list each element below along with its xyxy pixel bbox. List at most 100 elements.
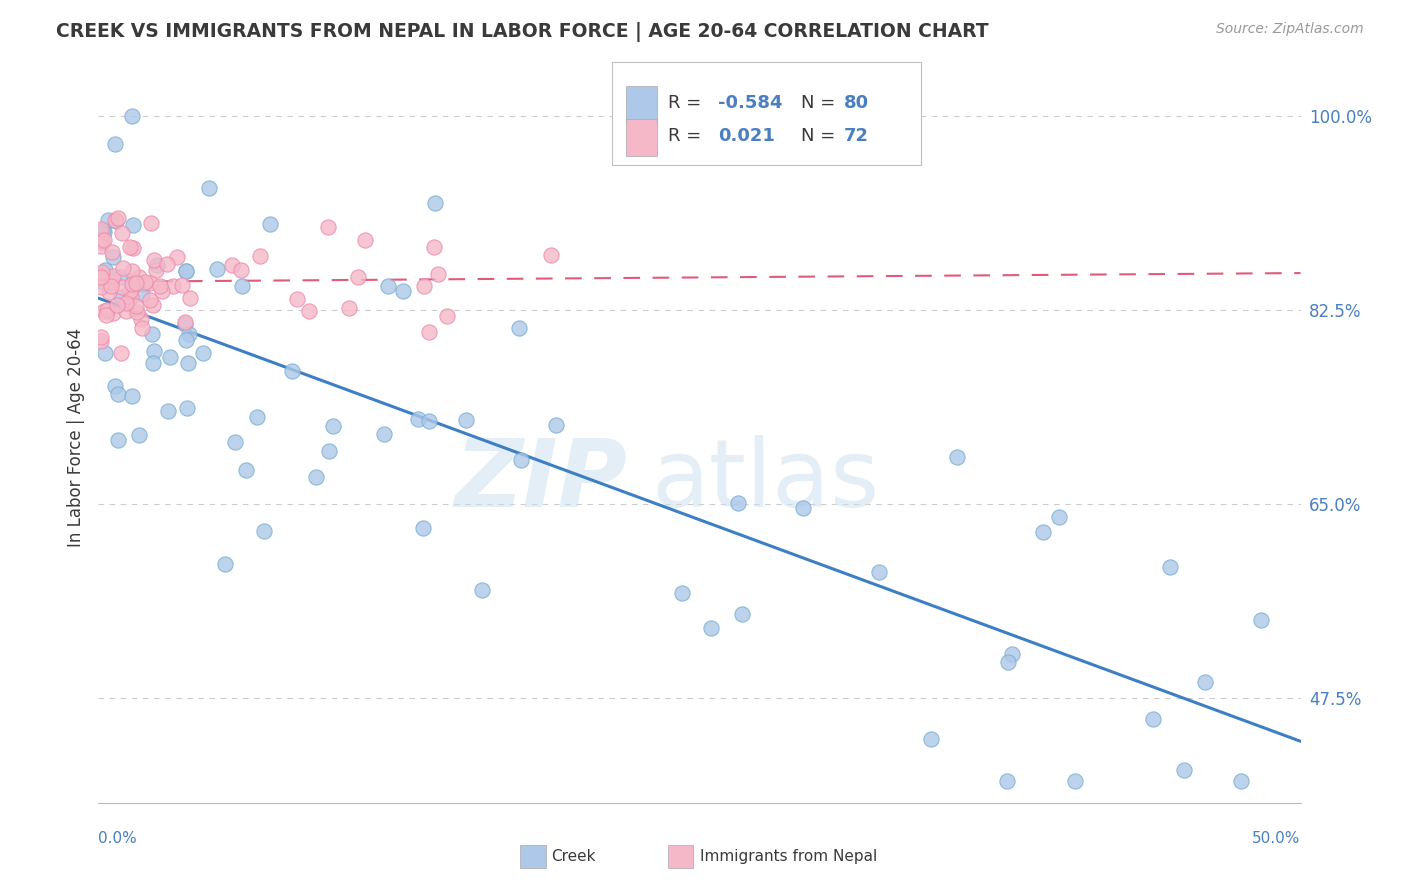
Point xyxy=(110,277,132,291)
Point xyxy=(97,249,120,263)
Point xyxy=(1047,672,1070,686)
Point xyxy=(249,231,271,245)
Point xyxy=(90,291,112,305)
Text: Source: ZipAtlas.com: Source: ZipAtlas.com xyxy=(1216,22,1364,37)
Point xyxy=(727,492,749,507)
Point xyxy=(235,423,257,437)
Point xyxy=(156,165,179,179)
Point xyxy=(221,284,243,298)
Point xyxy=(128,308,150,322)
Point xyxy=(1032,514,1054,528)
Point xyxy=(997,682,1019,697)
Point xyxy=(1194,666,1216,681)
Point xyxy=(101,305,124,319)
Point xyxy=(377,578,399,592)
Point xyxy=(172,320,194,334)
Point xyxy=(111,346,134,360)
Point xyxy=(122,257,145,271)
Point xyxy=(1173,568,1195,582)
Point xyxy=(96,241,118,255)
Point xyxy=(104,280,127,294)
Point xyxy=(121,268,143,282)
Text: CREEK VS IMMIGRANTS FROM NEPAL IN LABOR FORCE | AGE 20-64 CORRELATION CHART: CREEK VS IMMIGRANTS FROM NEPAL IN LABOR … xyxy=(56,22,988,42)
Point xyxy=(146,412,169,426)
Point xyxy=(94,193,117,207)
Point xyxy=(139,241,162,255)
Point xyxy=(90,222,112,236)
Point xyxy=(1000,773,1022,788)
Point xyxy=(174,458,197,472)
Point xyxy=(373,419,395,434)
Y-axis label: In Labor Force | Age 20-64: In Labor Force | Age 20-64 xyxy=(66,327,84,547)
Point xyxy=(316,261,339,276)
Point xyxy=(132,295,155,310)
Point xyxy=(298,267,321,281)
Point xyxy=(454,416,477,430)
Point xyxy=(281,483,304,498)
Point xyxy=(156,302,179,317)
Point xyxy=(229,327,252,342)
Point xyxy=(141,393,163,408)
Point xyxy=(173,216,195,230)
Point xyxy=(191,398,214,412)
Point xyxy=(93,265,115,279)
Point xyxy=(353,276,375,290)
Text: 0.021: 0.021 xyxy=(718,128,775,145)
Point xyxy=(425,395,447,409)
Point xyxy=(121,306,143,320)
Point xyxy=(1250,773,1272,788)
Text: 72: 72 xyxy=(844,128,869,145)
Point xyxy=(418,347,440,361)
Point xyxy=(125,283,148,297)
Point xyxy=(347,271,370,285)
Point xyxy=(305,284,328,298)
Point xyxy=(471,294,494,309)
Text: 80: 80 xyxy=(844,94,869,112)
Point xyxy=(412,414,434,428)
Point xyxy=(179,356,201,370)
Point xyxy=(121,303,143,318)
Text: -0.584: -0.584 xyxy=(718,94,783,112)
Point xyxy=(97,328,120,343)
Point xyxy=(792,529,814,543)
Point xyxy=(125,251,148,265)
Point xyxy=(868,747,890,761)
Point xyxy=(509,326,531,340)
Point xyxy=(285,290,308,304)
Point xyxy=(101,384,124,399)
Point xyxy=(122,265,145,279)
Point xyxy=(224,109,246,123)
Point xyxy=(920,675,942,690)
Point xyxy=(145,212,167,227)
Point xyxy=(173,200,195,214)
Point xyxy=(131,252,153,267)
Point xyxy=(115,235,138,249)
Point xyxy=(427,260,450,275)
Point xyxy=(246,426,269,441)
Point xyxy=(508,532,530,546)
Point xyxy=(406,398,429,412)
Point xyxy=(94,303,117,318)
Text: 50.0%: 50.0% xyxy=(1253,831,1301,846)
Point xyxy=(90,258,112,272)
Point xyxy=(129,279,152,293)
Point xyxy=(91,221,114,235)
Point xyxy=(111,316,134,330)
Point xyxy=(93,310,115,325)
Text: ZIP: ZIP xyxy=(454,435,627,527)
Point xyxy=(318,408,340,422)
Point xyxy=(671,511,693,525)
Point xyxy=(91,251,114,265)
Point xyxy=(105,379,128,393)
Point xyxy=(90,280,112,294)
Point xyxy=(174,293,197,307)
Point xyxy=(94,303,117,318)
Point xyxy=(122,284,145,298)
Point xyxy=(90,222,112,236)
Point xyxy=(128,298,150,312)
Point xyxy=(107,312,129,326)
Point xyxy=(100,253,122,268)
Point xyxy=(143,292,166,306)
Point xyxy=(198,376,221,391)
Point xyxy=(100,306,122,320)
